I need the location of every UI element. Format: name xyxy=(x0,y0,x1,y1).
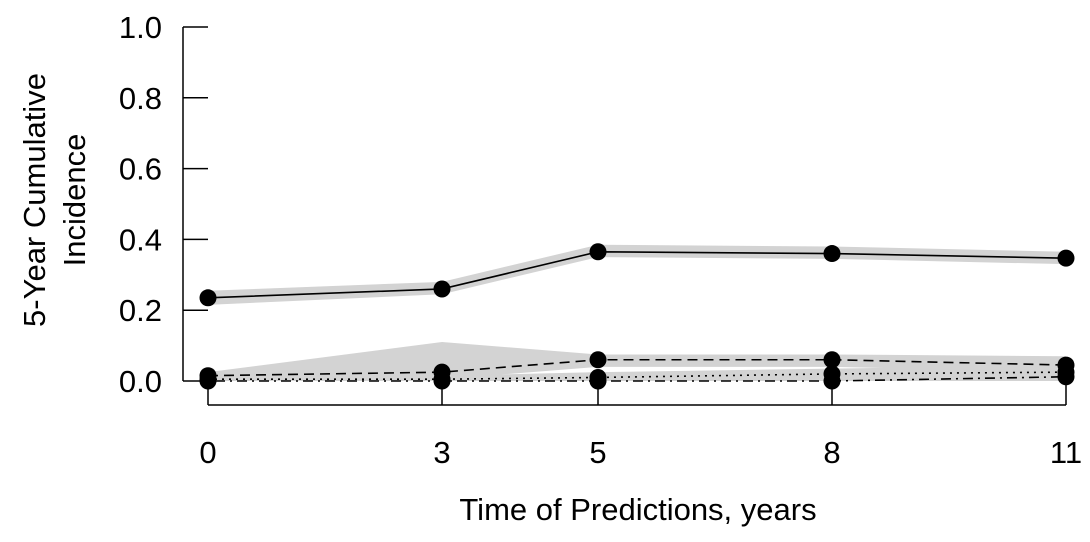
y-tick-label-4: 0.8 xyxy=(119,81,162,116)
x-axis: 0 3 5 8 11 xyxy=(199,377,1082,470)
x-tick-label-0: 0 xyxy=(199,435,216,470)
band-series-3 xyxy=(208,365,1066,381)
band-series-1 xyxy=(208,244,1066,305)
x-axis-title: Time of Predictions, years xyxy=(459,492,816,527)
y-tick-label-1: 0.2 xyxy=(119,293,162,328)
x-tick-label-2: 5 xyxy=(589,435,606,470)
point-series-1-3 xyxy=(823,245,841,263)
line-series-3 xyxy=(208,371,1067,381)
confidence-bands xyxy=(208,244,1066,381)
y-tick-label-0: 0.0 xyxy=(119,364,162,399)
band-series-2 xyxy=(208,342,1066,380)
point-series-1-0 xyxy=(199,289,217,307)
y-axis-title-line-1: 5-Year Cumulative xyxy=(17,73,52,327)
y-axis-title-line-2: Incidence xyxy=(57,134,92,267)
y-axis-title: 5-Year Cumulative Incidence xyxy=(17,73,92,327)
band-series-4 xyxy=(208,372,1066,381)
point-series-4-4 xyxy=(1057,368,1075,386)
x-tick-label-3: 8 xyxy=(823,435,840,470)
point-series-1-4 xyxy=(1057,249,1075,267)
point-series-1-2 xyxy=(589,243,607,261)
x-tick-label-1: 3 xyxy=(433,435,450,470)
y-tick-label-2: 0.4 xyxy=(119,222,162,257)
point-series-1-1 xyxy=(433,280,451,298)
point-series-2-3 xyxy=(823,351,841,369)
series-points xyxy=(199,243,1075,390)
y-tick-label-5: 1.0 xyxy=(119,10,162,45)
y-axis: 0.0 0.2 0.4 0.6 0.8 1.0 xyxy=(119,10,208,399)
point-series-2-2 xyxy=(589,351,607,369)
y-tick-label-3: 0.6 xyxy=(119,152,162,187)
x-tick-label-4: 11 xyxy=(1050,435,1082,470)
